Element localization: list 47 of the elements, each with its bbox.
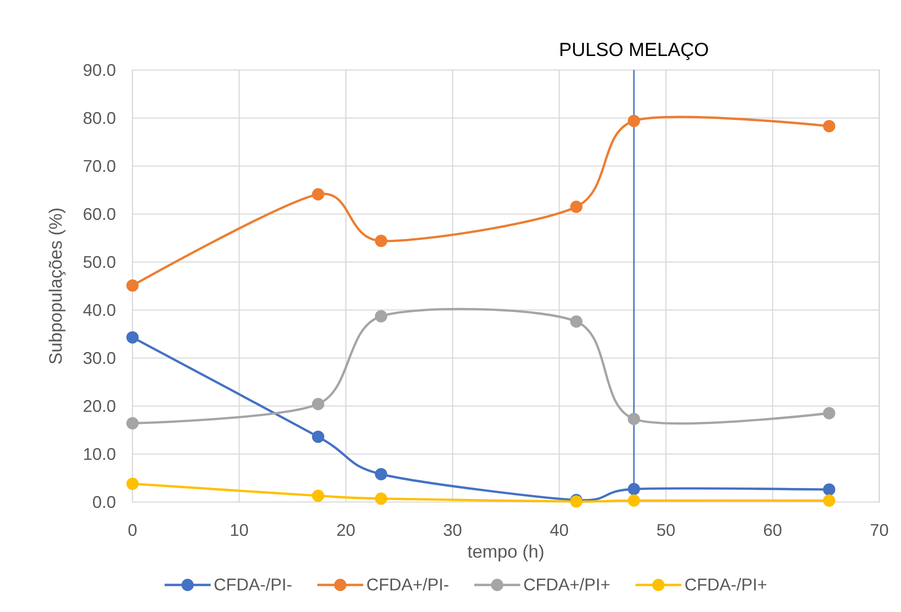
point [312,490,324,502]
y-tick-label: 70.0 [84,160,116,172]
y-tick-label: 90.0 [84,64,116,76]
point [823,407,836,420]
point [628,412,640,426]
ref-line-label: PULSO MELAÇO [560,42,708,60]
y-tick-label: 40.0 [83,304,116,316]
y-tick-label: 50.0 [84,256,116,268]
y-tick-label: 30.0 [84,352,116,364]
y-tick-label: 0.0 [93,496,116,508]
legend-label: CFDA-/PI+ [685,578,766,591]
point [823,483,836,496]
point [570,200,582,213]
point [628,494,640,507]
x-tick-label: 50 [657,524,675,536]
point [312,188,324,200]
x-tick-label: 20 [337,524,355,536]
y-tick-label: 60.0 [84,208,116,220]
point [374,234,388,248]
point [628,482,640,496]
point [374,468,388,480]
point [126,331,139,344]
x-tick-label: 30 [444,524,462,536]
point [628,114,640,128]
y-tick-label: 80.0 [84,112,116,124]
legend-label: CFDA+/PI- [367,578,448,591]
x-tick-label: 40 [550,524,568,536]
legend-label: CFDA+/PI+ [524,578,610,591]
x-tick-label: 60 [764,524,782,536]
point [570,315,582,328]
point [823,494,836,507]
y-tick-label: 10.0 [84,448,116,460]
point [126,279,139,292]
y-axis-title: Subpopulações (%) [48,208,66,364]
legend-label: CFDA-/PI- [214,578,292,591]
x-tick-label: 10 [231,524,248,536]
point [126,478,139,490]
point [312,398,324,410]
x-tick-label: 70 [870,524,888,536]
point [374,492,388,505]
point [126,417,139,430]
x-tick-label: 0 [128,524,137,536]
point [823,120,836,132]
x-axis-title: tempo (h) [468,544,544,562]
point [374,310,388,322]
point [312,430,324,443]
y-tick-label: 20.0 [84,400,116,412]
